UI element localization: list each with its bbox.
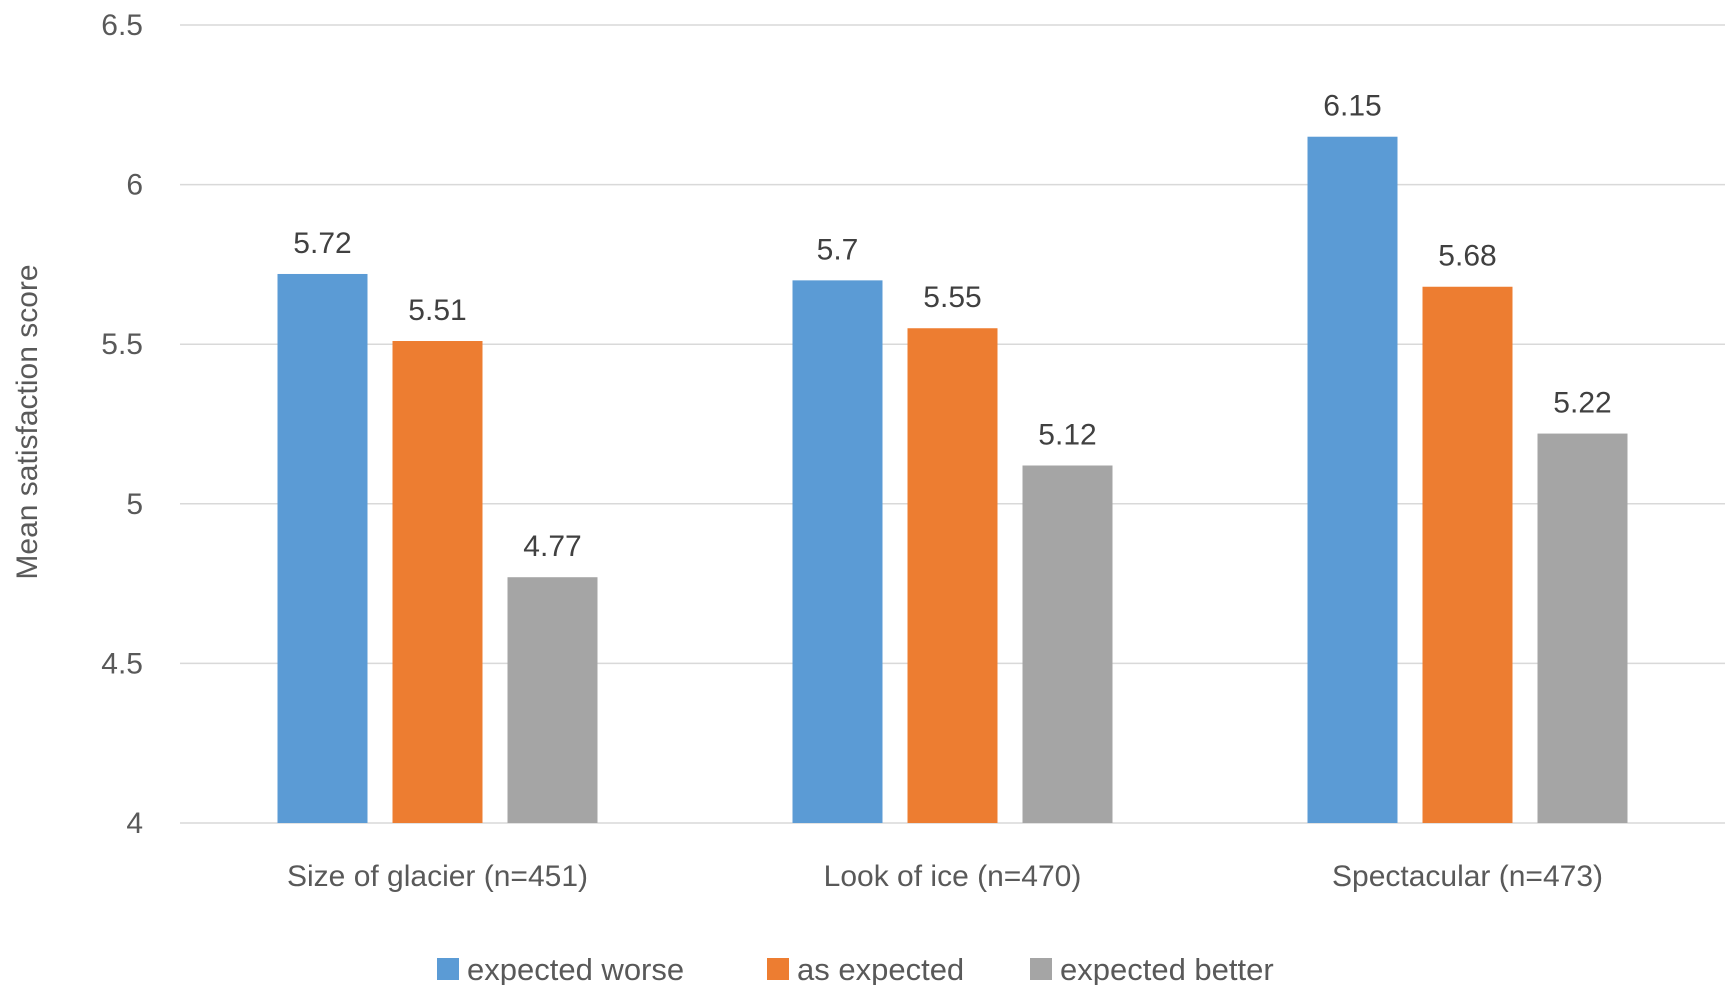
- legend: expected worse as expected expected better: [437, 952, 1274, 985]
- legend-swatch: [1030, 958, 1052, 980]
- bars: [277, 136, 1628, 824]
- bar: [792, 280, 883, 823]
- data-label: 5.12: [1038, 418, 1096, 451]
- x-tick-label: Size of glacier (n=451): [287, 860, 588, 893]
- data-label: 5.55: [923, 281, 981, 314]
- legend-swatch: [437, 958, 459, 980]
- x-tick-label: Spectacular (n=473): [1332, 860, 1603, 893]
- data-label: 5.7: [817, 233, 859, 266]
- bar: [507, 577, 598, 823]
- x-axis-categories: Size of glacier (n=451) Look of ice (n=47…: [287, 860, 1603, 893]
- y-tick-label: 4.5: [101, 647, 143, 680]
- x-tick-label: Look of ice (n=470): [824, 860, 1082, 893]
- y-tick-label: 5: [126, 488, 143, 521]
- y-axis-title: Mean satisfaction score: [11, 264, 44, 579]
- y-tick-label: 5.5: [101, 328, 143, 361]
- y-tick-label: 4: [126, 807, 143, 840]
- bar: [1422, 286, 1513, 823]
- y-tick-label: 6: [126, 169, 143, 202]
- y-tick-label: 6.5: [101, 9, 143, 42]
- legend-label: expected worse: [467, 952, 684, 985]
- legend-swatch: [767, 958, 789, 980]
- data-label: 6.15: [1323, 90, 1381, 123]
- y-axis-ticks: 4 4.5 5 5.5 6 6.5: [101, 9, 143, 840]
- data-label: 5.22: [1553, 387, 1611, 420]
- legend-label: as expected: [797, 952, 964, 985]
- bar: [277, 273, 368, 823]
- data-labels: 5.72 5.51 4.77 5.7 5.55 5.12 6.15 5.68 5.22: [293, 90, 1611, 563]
- data-label: 5.72: [293, 227, 351, 260]
- bar: [392, 341, 483, 823]
- bar: [1307, 136, 1398, 824]
- bar: [1022, 465, 1113, 823]
- data-label: 5.68: [1438, 240, 1496, 273]
- data-label: 4.77: [523, 530, 581, 563]
- data-label: 5.51: [408, 294, 466, 327]
- bar: [907, 328, 998, 823]
- bar: [1537, 433, 1628, 823]
- legend-label: expected better: [1060, 952, 1274, 985]
